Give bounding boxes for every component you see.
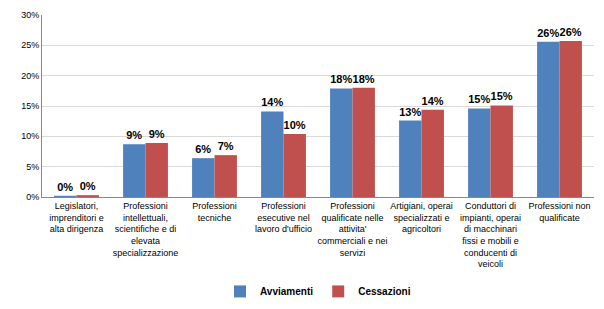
svg-text:Legislatori,imprenditori ealta: Legislatori,imprenditori ealta dirigenza [49, 201, 104, 234]
svg-text:26%: 26% [560, 26, 582, 38]
svg-text:14%: 14% [261, 96, 283, 108]
svg-text:6%: 6% [195, 143, 211, 155]
svg-text:25%: 25% [21, 40, 39, 50]
svg-text:14%: 14% [422, 95, 444, 107]
svg-text:7%: 7% [218, 140, 234, 152]
svg-text:0%: 0% [80, 180, 96, 192]
svg-text:Professioniintellettuali,scien: Professioniintellettuali,scientifiche e … [113, 201, 179, 258]
svg-text:15%: 15% [21, 101, 39, 111]
svg-text:15%: 15% [491, 90, 513, 102]
svg-text:9%: 9% [149, 128, 165, 140]
svg-text:13%: 13% [399, 106, 421, 118]
svg-text:26%: 26% [537, 27, 559, 39]
svg-text:30%: 30% [21, 10, 39, 20]
svg-text:20%: 20% [21, 71, 39, 81]
svg-text:0%: 0% [26, 192, 39, 202]
svg-text:Professioniesecutive nellavoro: Professioniesecutive nellavoro d'ufficio [255, 201, 312, 234]
svg-text:Professionitecniche: Professionitecniche [192, 201, 237, 223]
svg-text:15%: 15% [468, 93, 490, 105]
svg-text:18%: 18% [330, 73, 352, 85]
svg-text:Professioniqualificate nelleat: Professioniqualificate nelleattivita'com… [317, 201, 387, 258]
svg-text:10%: 10% [284, 119, 306, 131]
svg-text:10%: 10% [21, 131, 39, 141]
svg-text:Avviamenti: Avviamenti [260, 286, 313, 297]
svg-text:9%: 9% [126, 129, 142, 141]
svg-text:Conduttori diimpianti, operaid: Conduttori diimpianti, operaidi macchina… [460, 201, 521, 269]
svg-text:Professioni nonqualificate: Professioni nonqualificate [528, 201, 590, 223]
svg-text:Artigiani, operaispecializzati: Artigiani, operaispecializzati eagricolt… [390, 201, 453, 234]
svg-text:18%: 18% [353, 73, 375, 85]
svg-text:5%: 5% [26, 162, 39, 172]
svg-text:Cessazioni: Cessazioni [358, 286, 410, 297]
svg-text:0%: 0% [57, 181, 73, 193]
